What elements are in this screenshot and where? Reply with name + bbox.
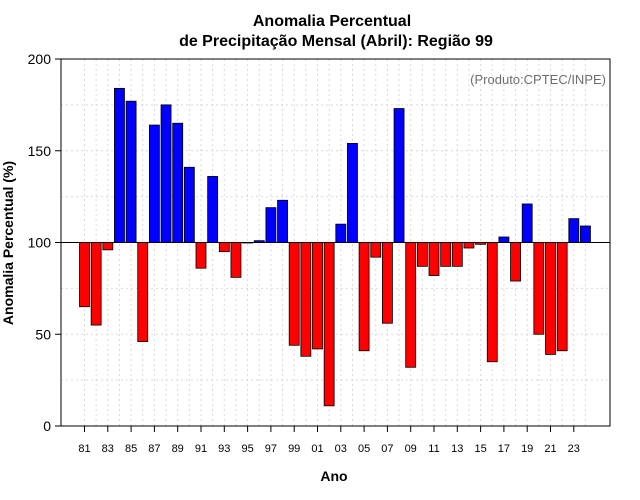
bar-10 bbox=[416, 242, 428, 267]
bar-18 bbox=[510, 242, 521, 282]
bar-23 bbox=[568, 218, 580, 243]
bar-07 bbox=[381, 242, 393, 324]
bar-81 bbox=[79, 242, 90, 308]
bar-99 bbox=[288, 242, 300, 346]
bar-84 bbox=[114, 87, 125, 243]
x-tick-label-83: 83 bbox=[102, 443, 114, 455]
y-tick-label-50: 50 bbox=[35, 326, 51, 342]
x-tick-label-81: 81 bbox=[78, 443, 90, 455]
x-tick-label-97: 97 bbox=[265, 443, 277, 455]
y-axis-ticks: 0 50 100 150 200 bbox=[28, 51, 61, 434]
bar-14 bbox=[463, 242, 475, 249]
x-tick-label-13: 13 bbox=[451, 443, 463, 455]
bar-02 bbox=[323, 242, 335, 407]
bar-04 bbox=[347, 143, 358, 243]
bar-92 bbox=[207, 176, 219, 243]
x-tick-label-05: 05 bbox=[358, 443, 370, 455]
bar-97 bbox=[265, 207, 277, 243]
x-tick-label-17: 17 bbox=[498, 443, 510, 455]
x-axis-label: Ano bbox=[320, 468, 347, 484]
y-tick-label-150: 150 bbox=[28, 143, 52, 159]
product-credit: (Produto:CPTEC/INPE) bbox=[470, 72, 606, 87]
bar-88 bbox=[160, 104, 172, 243]
x-tick-label-11: 11 bbox=[428, 443, 439, 455]
x-tick-label-99: 99 bbox=[288, 443, 300, 455]
bar-89 bbox=[172, 122, 184, 243]
bar-13 bbox=[451, 242, 463, 267]
x-tick-label-87: 87 bbox=[148, 443, 160, 455]
x-tick-label-95: 95 bbox=[241, 443, 253, 455]
x-tick-label-15: 15 bbox=[474, 443, 486, 455]
bar-93 bbox=[218, 242, 230, 253]
x-tick-label-85: 85 bbox=[125, 443, 137, 455]
bar-16 bbox=[486, 242, 498, 363]
chart-subtitle: de Precipitação Mensal (Abril): Região 9… bbox=[179, 33, 493, 50]
x-tick-label-89: 89 bbox=[172, 443, 184, 455]
chart-title: Anomalia Percentual bbox=[253, 13, 411, 30]
bar-03 bbox=[335, 223, 347, 243]
bar-86 bbox=[137, 242, 149, 342]
bar-01 bbox=[312, 242, 323, 350]
x-tick-label-93: 93 bbox=[218, 443, 230, 455]
bar-20 bbox=[533, 242, 545, 335]
bar-06 bbox=[370, 242, 382, 258]
x-tick-label-19: 19 bbox=[521, 443, 533, 455]
bar-83 bbox=[102, 242, 114, 251]
bar-08 bbox=[393, 108, 405, 243]
bar-82 bbox=[90, 242, 102, 326]
bar-85 bbox=[125, 100, 137, 243]
y-tick-label-0: 0 bbox=[43, 418, 51, 434]
x-tick-label-01: 01 bbox=[311, 443, 323, 455]
bar-94 bbox=[230, 242, 242, 278]
bar-17 bbox=[498, 236, 510, 243]
bar-09 bbox=[405, 242, 417, 368]
bar-19 bbox=[521, 203, 533, 243]
x-tick-label-03: 03 bbox=[335, 443, 347, 455]
bar-91 bbox=[195, 242, 207, 269]
bar-22 bbox=[556, 242, 568, 352]
x-tick-label-07: 07 bbox=[381, 443, 393, 455]
x-axis-ticks: 81 83 85 87 89 91 93 95 97 99 01 03 05 07 09 11 13 15 17 19… bbox=[78, 426, 580, 455]
y-tick-label-200: 200 bbox=[28, 51, 52, 67]
bars bbox=[79, 87, 591, 407]
x-tick-label-91: 91 bbox=[195, 443, 207, 455]
x-tick-label-23: 23 bbox=[568, 443, 580, 455]
bar-24 bbox=[580, 225, 591, 243]
bar-12 bbox=[440, 242, 452, 267]
bar-11 bbox=[428, 242, 440, 276]
x-tick-label-21: 21 bbox=[544, 443, 556, 455]
bar-98 bbox=[277, 199, 288, 243]
bar-00 bbox=[300, 242, 312, 357]
y-axis-label: Anomalia Percentual (%) bbox=[0, 161, 16, 325]
bar-21 bbox=[545, 242, 556, 355]
bar-87 bbox=[148, 124, 160, 243]
x-tick-label-09: 09 bbox=[405, 443, 417, 455]
bar-90 bbox=[183, 166, 195, 243]
bar-05 bbox=[358, 242, 370, 352]
y-tick-label-100: 100 bbox=[28, 235, 52, 251]
